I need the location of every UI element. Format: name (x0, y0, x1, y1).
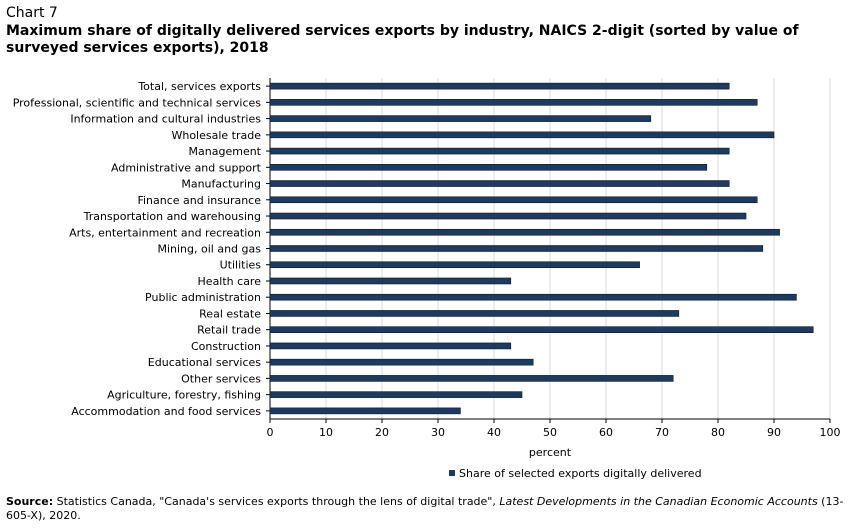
bar (269, 196, 758, 204)
bar (269, 277, 512, 285)
category-label: Management (189, 145, 262, 158)
bar (269, 375, 674, 382)
x-tick-label: 80 (711, 426, 725, 439)
category-label: Administrative and support (111, 161, 262, 174)
bar (269, 82, 730, 90)
bar (269, 99, 758, 106)
source-label: Source: (6, 495, 54, 508)
bar (269, 228, 780, 236)
x-tick-label: 30 (431, 426, 445, 439)
x-tick-label: 50 (543, 426, 557, 439)
x-tick-label: 20 (375, 426, 389, 439)
bar (269, 147, 730, 155)
category-label: Information and cultural industries (70, 113, 261, 126)
category-label: Mining, oil and gas (157, 243, 261, 256)
bar (269, 342, 512, 350)
category-label: Retail trade (197, 324, 261, 337)
category-label: Other services (181, 372, 261, 385)
bar-chart: Total, services exports Professional, sci… (13, 78, 841, 480)
category-label: Total, services exports (137, 80, 261, 93)
category-label: Health care (198, 275, 262, 288)
source-tail: (13-605-X), 2020. (6, 495, 844, 522)
bar (269, 115, 652, 122)
x-tick-label: 40 (487, 426, 501, 439)
source-publication: Latest Developments in the Canadian Econ… (499, 495, 818, 508)
bar (269, 391, 523, 398)
x-tick-label: 70 (655, 426, 669, 439)
x-axis-title: percent (529, 446, 572, 459)
bar (269, 358, 534, 366)
category-label: Public administration (145, 291, 261, 304)
category-label: Real estate (199, 307, 261, 320)
bar (269, 293, 797, 301)
legend-label: Share of selected exports digitally deli… (459, 467, 702, 480)
bar (269, 164, 708, 171)
bar (269, 131, 775, 139)
source-note: Source: Statistics Canada, "Canada's ser… (6, 495, 846, 523)
bar (269, 326, 814, 333)
source-text: Statistics Canada, "Canada's services ex… (53, 495, 500, 508)
bar (269, 180, 730, 187)
x-tick-label: 60 (599, 426, 613, 439)
bar (269, 261, 640, 269)
category-label: Finance and insurance (137, 194, 261, 207)
x-tick-label: 10 (319, 426, 333, 439)
legend-swatch (449, 470, 455, 476)
chart-number: Chart 7 (6, 5, 58, 21)
category-label: Manufacturing (181, 178, 261, 191)
category-label: Educational services (148, 356, 261, 369)
x-tick-label: 90 (767, 426, 781, 439)
bar (269, 407, 461, 415)
category-label: Transportation and warehousing (83, 210, 261, 223)
category-label: Wholesale trade (171, 129, 261, 142)
category-label: Agriculture, forestry, fishing (107, 389, 261, 402)
chart-title: Maximum share of digitally delivered ser… (6, 23, 799, 56)
bar (269, 245, 764, 252)
category-label: Construction (191, 340, 261, 353)
x-tick-label: 100 (820, 426, 841, 439)
category-label: Arts, entertainment and recreation (69, 226, 261, 239)
x-tick-label: 0 (267, 426, 274, 439)
category-label: Professional, scientific and technical s… (13, 96, 262, 109)
category-label: Accommodation and food services (71, 405, 261, 418)
bar (269, 310, 680, 317)
bar (269, 212, 747, 220)
category-label: Utilities (220, 259, 262, 272)
